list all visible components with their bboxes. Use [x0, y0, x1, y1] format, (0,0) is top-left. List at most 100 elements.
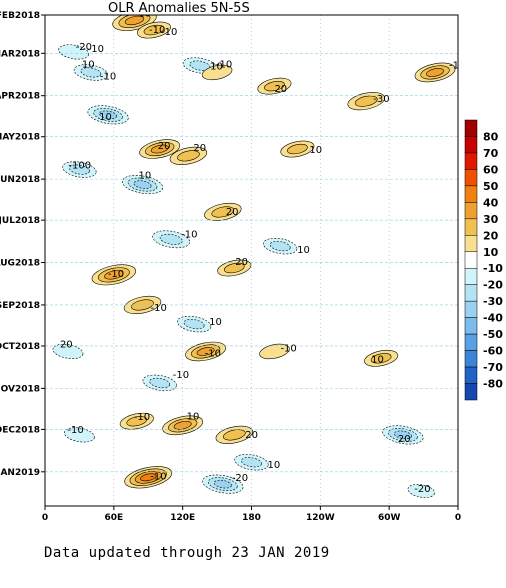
anomaly-cell-6	[257, 77, 292, 95]
y-axis: FEB2018 MAR2018 APR2018 MAY2018 JUN2018 JUL20…	[0, 11, 45, 478]
colorbar-tick-label: -80	[483, 378, 503, 391]
contour-label: 20	[245, 430, 258, 441]
anomaly-cell-13	[62, 161, 97, 178]
anomaly-cell-21	[177, 315, 212, 333]
contour-label: 20	[158, 141, 171, 152]
y-tick-label: DEC2018	[0, 425, 40, 435]
y-tick-label: NOV2018	[0, 384, 40, 394]
anomaly-cell-9	[87, 105, 129, 125]
anomaly-cell-28	[162, 415, 204, 436]
contour-label: 10	[268, 460, 281, 471]
contour-label: -10	[205, 348, 221, 359]
contour-label: -20	[414, 484, 430, 495]
colorbar-swatch	[464, 136, 478, 154]
y-tick-label: AUG2018	[0, 259, 40, 269]
contour-label: -10	[134, 8, 150, 19]
colorbar-tick-label: 40	[483, 196, 499, 209]
colorbar-tick-label: -60	[483, 345, 503, 358]
y-tick-label: JUL2018	[0, 216, 40, 226]
anomaly-cell-8	[414, 62, 456, 83]
x-tick-label: 180	[242, 513, 261, 523]
contour-label: 10	[210, 61, 223, 72]
contour-label: -30	[373, 94, 389, 105]
anomaly-cell-24	[259, 343, 290, 360]
contour-label: -100	[68, 161, 91, 172]
anomaly-cell-30	[64, 427, 95, 443]
colorbar-swatch	[464, 333, 478, 351]
contour-label: -10	[216, 60, 232, 71]
colorbar-swatch	[464, 317, 478, 335]
contour-label: 20	[398, 434, 411, 445]
colorbar-tick-label: 30	[483, 213, 499, 226]
anomaly-cell-11	[169, 146, 208, 165]
colorbar-swatch	[464, 235, 478, 253]
contour-label: -10	[88, 44, 104, 55]
contour-label: -10	[108, 269, 124, 280]
colorbar-swatch	[464, 202, 478, 220]
contour-label: -10	[67, 425, 83, 436]
colorbar-legend: 80 70 60 50 40 30 20 10 -10 -20 -30 -40 -50 -60 -70 -80	[464, 119, 503, 401]
anomaly-cell-33	[202, 474, 244, 494]
colorbar-swatch	[464, 152, 478, 170]
y-tick-label: OCT2018	[0, 342, 40, 352]
y-tick-label: MAY2018	[0, 133, 40, 143]
anomaly-cell-15	[204, 202, 242, 221]
y-tick-label: MAR2018	[0, 49, 40, 59]
x-tick-label: 120E	[170, 513, 195, 523]
anomaly-cell-19	[217, 259, 252, 277]
contour-label: -20	[76, 42, 92, 53]
colorbar-swatch	[464, 383, 478, 401]
contour-label: 10	[371, 354, 384, 365]
y-tick-label: JUN2018	[0, 175, 40, 185]
anomaly-cell-1	[136, 21, 171, 39]
contour-label: -10	[134, 412, 150, 423]
data-updated-footer: Data updated through 23 JAN 2019	[44, 545, 330, 561]
contour-label: 10	[297, 245, 310, 256]
x-tick-label: 60W	[378, 513, 401, 523]
anomaly-cell-34	[234, 454, 269, 471]
y-tick-label: FEB2018	[0, 11, 40, 21]
colorbar-swatch	[464, 267, 478, 285]
anomaly-cell-35	[407, 484, 435, 498]
y-tick-label: JAN2019	[0, 468, 40, 478]
x-tick-label: 0	[42, 513, 48, 523]
anomaly-cell-14	[121, 175, 164, 195]
contour-label: 10	[209, 317, 222, 328]
colorbar-tick-label: 70	[483, 147, 499, 160]
y-tick-label: SEP2018	[0, 301, 40, 311]
anomaly-cell-26	[364, 349, 399, 367]
contour-label: -10	[151, 303, 167, 314]
anomaly-cell-3	[73, 64, 108, 81]
anomaly-cell-5	[201, 64, 233, 81]
colorbar-tick-label: 20	[483, 229, 499, 242]
contour-label: -10	[280, 343, 296, 354]
x-axis: 0 60E 120E 180 120W 60W 0	[42, 506, 461, 523]
anomaly-cell-10	[139, 139, 181, 159]
colorbar-swatch	[464, 300, 478, 318]
colorbar-swatch	[464, 119, 478, 137]
colorbar-tick-label: 60	[483, 163, 499, 176]
colorbar-swatch	[464, 185, 478, 203]
x-tick-label: 0	[455, 513, 461, 523]
contour-label: -10	[181, 229, 197, 240]
contour-label: 20	[274, 84, 287, 95]
anomaly-cell-17	[263, 237, 298, 255]
contour-label: 10	[82, 59, 95, 70]
anomaly-cell-7	[347, 92, 385, 111]
anomaly-cell-12	[280, 140, 315, 158]
colorbar-tick-label: -30	[483, 295, 503, 308]
colorbar-tick-label: -10	[483, 262, 503, 275]
x-tick-label: 120W	[306, 513, 335, 523]
anomaly-cell-25	[142, 374, 177, 392]
anomaly-cell-23	[185, 341, 227, 362]
colorbar-swatch	[464, 218, 478, 236]
colorbar-swatch	[464, 350, 478, 368]
contour-label: 10	[187, 411, 200, 422]
colorbar-tick-label: -40	[483, 312, 503, 325]
contour-label: -10	[150, 471, 166, 482]
colorbar-tick-label: -70	[483, 361, 503, 374]
contour-label: 10	[99, 112, 112, 123]
contour-label: 20	[235, 257, 248, 268]
contour-label: 20	[60, 339, 73, 350]
